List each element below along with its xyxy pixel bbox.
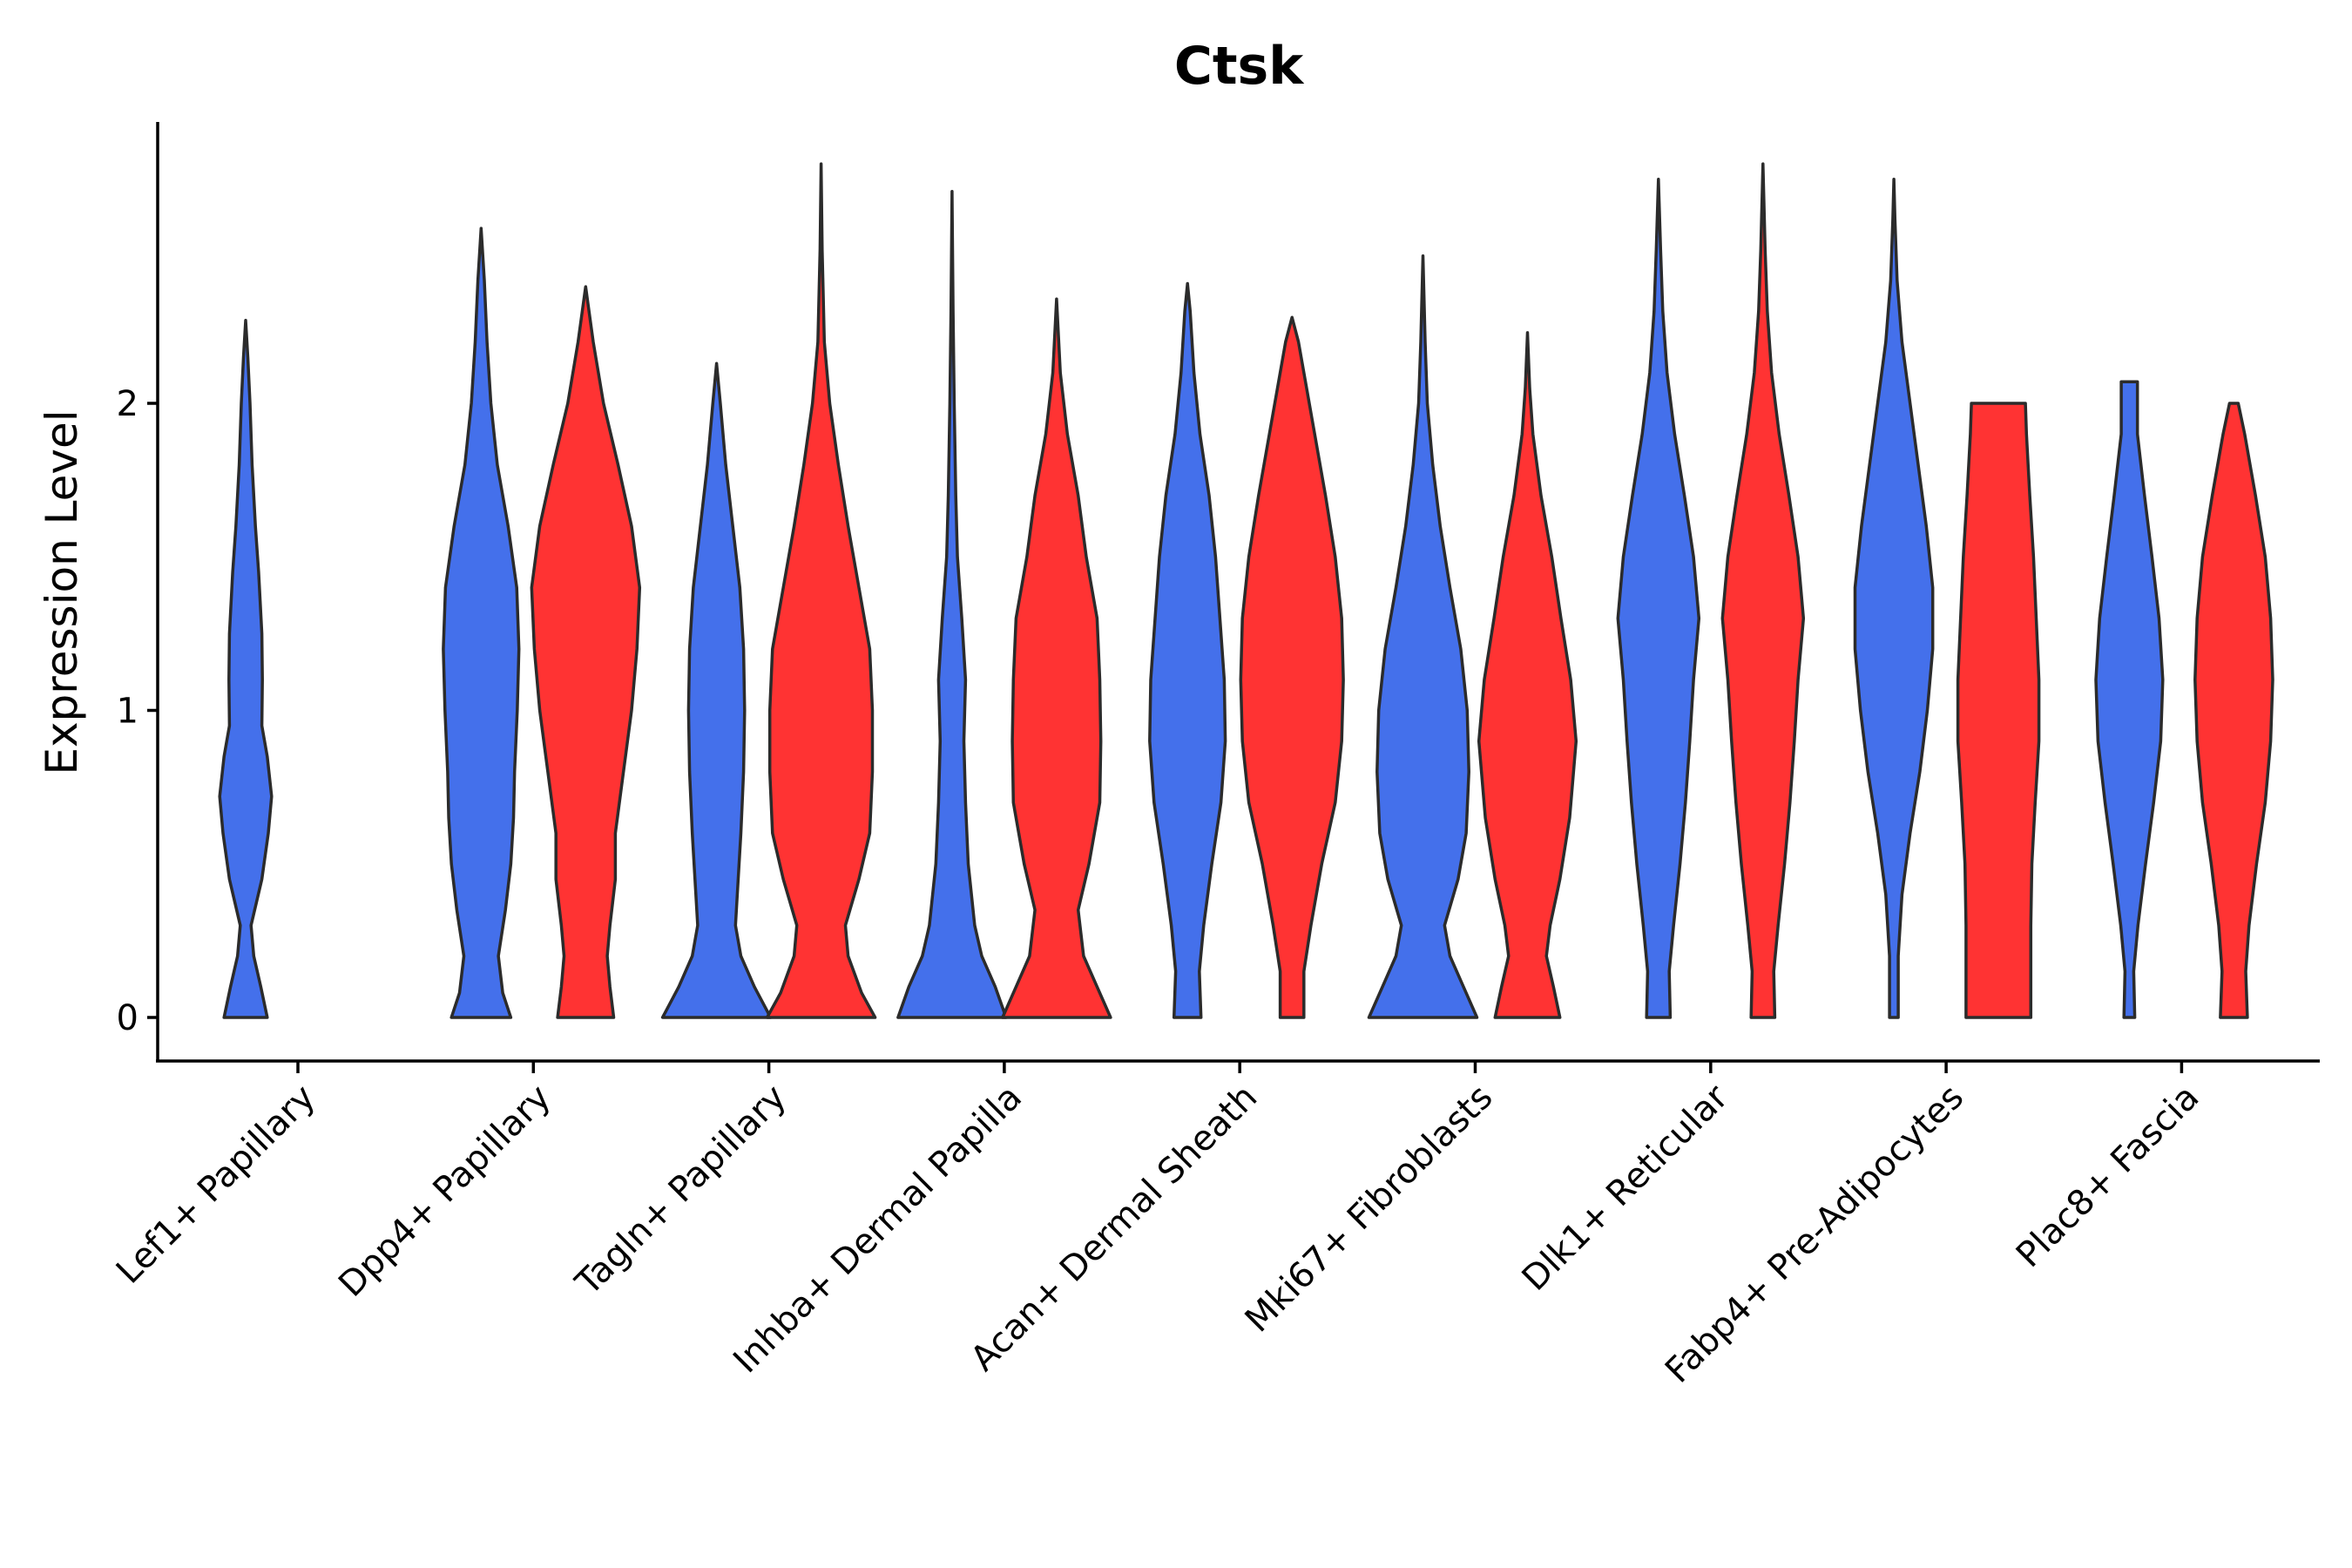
- x-tick-label-dlk1-reticular: Dlk1+ Reticular: [1515, 1077, 1737, 1299]
- violin-inhba-dermal-papilla-group-1: [896, 190, 1008, 1019]
- x-tick-label-dpp4-papillary: Dpp4+ Papillary: [331, 1078, 558, 1305]
- violin-acan-dermal-sheath-group-2: [1239, 315, 1345, 1019]
- violin-plac8-fascia-group-1: [2094, 380, 2165, 1019]
- violin-dlk1-reticular-group-2: [1720, 162, 1806, 1019]
- y-tick-label-1: 1: [117, 692, 139, 732]
- violin-inhba-dermal-papilla-group-2: [1001, 297, 1112, 1019]
- x-tick-label-lef1-papillary: Lef1+ Papillary: [109, 1078, 323, 1292]
- y-tick-label-2: 2: [117, 384, 139, 424]
- x-tick-label-plac8-fascia: Plac8+ Fascia: [2009, 1078, 2207, 1276]
- violin-layer: [218, 162, 2274, 1019]
- violin-acan-dermal-sheath-group-1: [1148, 281, 1227, 1019]
- x-ticks: Lef1+ Papillary Dpp4+ Papillary Tagln+ Pap…: [109, 1061, 2207, 1391]
- chart-title: Ctsk: [1174, 36, 1305, 97]
- y-axis-label: Expression Level: [37, 409, 87, 774]
- violin-tagln-papillary-group-1: [660, 362, 773, 1019]
- violin-lef1-papillary-group-1: [218, 319, 274, 1019]
- violin-mki67-fibroblasts-group-2: [1477, 331, 1578, 1019]
- violin-fabp4-pre-adipocytes-group-1: [1853, 177, 1935, 1019]
- violin-dlk1-reticular-group-1: [1616, 177, 1701, 1019]
- y-ticks: 0 1 2: [117, 384, 158, 1038]
- x-tick-label-tagln-papillary: Tagln+ Papillary: [568, 1078, 794, 1304]
- violin-dpp4-papillary-group-2: [530, 285, 642, 1019]
- violin-fabp4-pre-adipocytes-group-2: [1956, 402, 2041, 1019]
- violin-tagln-papillary-group-2: [765, 162, 877, 1019]
- violin-plac8-fascia-group-2: [2193, 402, 2274, 1019]
- violin-mki67-fibroblasts-group-1: [1367, 254, 1479, 1019]
- y-tick-label-0: 0: [117, 998, 139, 1038]
- violin-dpp4-papillary-group-1: [442, 226, 521, 1019]
- x-tick-label-mki67-fibroblasts: Mki67+ Fibroblasts: [1238, 1078, 1501, 1341]
